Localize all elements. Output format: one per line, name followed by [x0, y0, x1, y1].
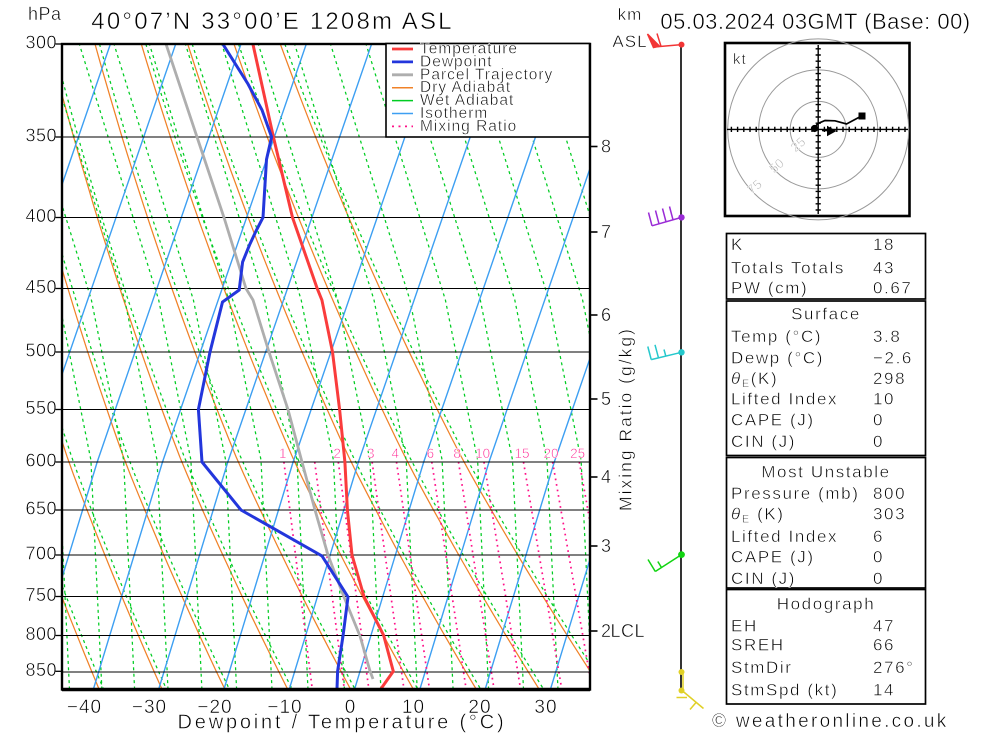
svg-text:500: 500: [25, 341, 57, 361]
svg-text:−30: −30: [132, 697, 167, 718]
svg-text:276°: 276°: [873, 658, 915, 677]
svg-text:Lifted Index: Lifted Index: [731, 390, 838, 409]
svg-text:Dewpoint: Dewpoint: [420, 53, 493, 70]
svg-text:km: km: [618, 5, 643, 24]
svg-text:Isotherm: Isotherm: [420, 105, 488, 122]
svg-text:40°07’N 33°00’E 1208m ASL: 40°07’N 33°00’E 1208m ASL: [91, 8, 453, 35]
svg-text:750: 750: [25, 585, 57, 605]
svg-text:CIN (J): CIN (J): [731, 569, 796, 588]
svg-text:0: 0: [345, 697, 357, 718]
svg-text:15: 15: [514, 446, 529, 461]
svg-text:600: 600: [25, 451, 57, 471]
svg-text:Totals Totals: Totals Totals: [731, 259, 845, 278]
svg-text:6: 6: [873, 527, 884, 546]
svg-text:CIN (J): CIN (J): [731, 432, 796, 451]
svg-text:θE(K): θE(K): [731, 369, 778, 390]
svg-text:−10: −10: [267, 697, 302, 718]
svg-text:20: 20: [468, 697, 491, 718]
svg-text:Parcel Trajectory: Parcel Trajectory: [420, 66, 553, 83]
svg-text:−40: −40: [67, 697, 102, 718]
svg-text:850: 850: [25, 660, 57, 680]
svg-text:303: 303: [873, 505, 906, 524]
svg-text:25: 25: [570, 446, 585, 461]
svg-text:Surface: Surface: [791, 305, 861, 324]
svg-text:14: 14: [873, 681, 895, 700]
svg-text:3.8: 3.8: [873, 327, 901, 346]
svg-text:−2.6: −2.6: [873, 349, 913, 368]
svg-text:20: 20: [543, 446, 558, 461]
svg-text:kt: kt: [733, 51, 747, 68]
svg-text:05.03.2024 03GMT (Base: 00): 05.03.2024 03GMT (Base: 00): [660, 9, 970, 34]
svg-text:6: 6: [601, 305, 612, 325]
svg-text:0: 0: [873, 548, 884, 567]
svg-text:0: 0: [873, 569, 884, 588]
svg-text:0: 0: [873, 411, 884, 430]
svg-text:300: 300: [25, 33, 57, 53]
svg-text:5: 5: [601, 389, 612, 409]
svg-text:43: 43: [873, 259, 895, 278]
svg-text:PW (cm): PW (cm): [731, 279, 808, 298]
svg-text:3: 3: [367, 446, 375, 461]
svg-text:66: 66: [873, 636, 895, 655]
svg-text:CAPE (J): CAPE (J): [731, 548, 815, 567]
svg-text:2: 2: [333, 446, 341, 461]
svg-text:4: 4: [391, 446, 399, 461]
svg-text:450: 450: [25, 277, 57, 297]
svg-text:K: K: [731, 235, 744, 254]
svg-text:650: 650: [25, 499, 57, 519]
svg-text:0.67: 0.67: [873, 279, 913, 298]
svg-text:400: 400: [25, 206, 57, 226]
svg-text:StmDir: StmDir: [731, 658, 793, 677]
svg-text:StmSpd (kt): StmSpd (kt): [731, 681, 838, 700]
svg-text:0: 0: [873, 432, 884, 451]
svg-text:Mixing Ratio: Mixing Ratio: [420, 118, 517, 135]
svg-text:Temperature: Temperature: [420, 41, 518, 58]
svg-text:3: 3: [601, 536, 612, 556]
svg-text:8: 8: [601, 137, 612, 157]
svg-text:2: 2: [601, 621, 612, 641]
svg-text:8: 8: [453, 446, 461, 461]
svg-text:1: 1: [279, 446, 287, 461]
svg-text:SREH: SREH: [731, 636, 785, 655]
svg-text:Mixing Ratio (g/kg): Mixing Ratio (g/kg): [616, 327, 636, 511]
svg-text:700: 700: [25, 544, 57, 564]
svg-text:LCL: LCL: [611, 621, 646, 641]
svg-text:hPa: hPa: [28, 4, 62, 24]
svg-text:18: 18: [873, 235, 895, 254]
svg-text:7: 7: [601, 222, 612, 242]
svg-text:Hodograph: Hodograph: [777, 595, 876, 614]
svg-text:−20: −20: [197, 697, 232, 718]
svg-text:CAPE (J): CAPE (J): [731, 411, 815, 430]
svg-text:47: 47: [873, 617, 895, 636]
svg-text:Dewp (°C): Dewp (°C): [731, 349, 824, 368]
svg-text:350: 350: [25, 126, 57, 146]
svg-text:10: 10: [475, 446, 490, 461]
svg-text:Wet Adiabat: Wet Adiabat: [420, 92, 514, 109]
svg-text:550: 550: [25, 398, 57, 418]
svg-text:30: 30: [534, 697, 557, 718]
svg-text:Temp (°C): Temp (°C): [731, 327, 822, 346]
svg-text:Dewpoint / Temperature (°C): Dewpoint / Temperature (°C): [178, 712, 507, 734]
svg-text:4: 4: [601, 467, 612, 487]
svg-text:10: 10: [873, 390, 895, 409]
svg-text:6: 6: [427, 446, 435, 461]
svg-text:800: 800: [25, 624, 57, 644]
svg-text:EH: EH: [731, 617, 758, 636]
svg-text:Pressure (mb): Pressure (mb): [731, 484, 860, 503]
svg-text:Lifted Index: Lifted Index: [731, 527, 838, 546]
svg-text:800: 800: [873, 484, 906, 503]
svg-text:Most Unstable: Most Unstable: [761, 463, 890, 482]
svg-text:Dry Adiabat: Dry Adiabat: [420, 79, 511, 96]
svg-text:ASL: ASL: [612, 32, 647, 51]
svg-text:θE (K): θE (K): [731, 505, 785, 526]
svg-text:298: 298: [873, 369, 906, 388]
svg-text:10: 10: [402, 697, 425, 718]
svg-text:© weatheronline.co.uk: © weatheronline.co.uk: [712, 711, 949, 732]
